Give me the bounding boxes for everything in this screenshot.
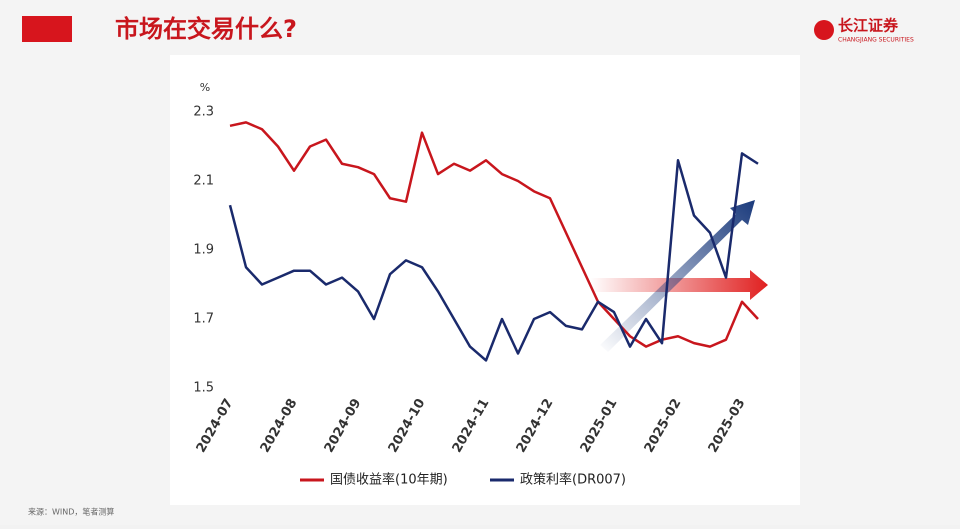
title-block — [22, 16, 72, 42]
series-line — [228, 152, 759, 362]
y-tick-label: 1.5 — [193, 381, 214, 396]
logo-sub: CHANGJIANG SECURITIES — [838, 37, 914, 44]
y-tick-label: 1.7 — [193, 312, 214, 327]
series-line — [229, 121, 759, 348]
logo: 长江证券 — [838, 17, 899, 35]
arrow-blue — [600, 200, 755, 352]
y-tick-label: 1.9 — [193, 243, 214, 258]
y-unit: % — [200, 81, 210, 94]
title: 市场在交易什么? — [115, 15, 297, 43]
y-tick-label: 2.1 — [193, 174, 214, 189]
y-tick-label: 2.3 — [193, 105, 214, 120]
legend-label: 国债收益率(10年期) — [330, 472, 448, 488]
arrow-red — [590, 270, 768, 300]
source: 来源：WIND，笔者测算 — [28, 507, 114, 517]
logo-icon — [814, 20, 834, 40]
legend-label: 政策利率(DR007) — [520, 472, 626, 488]
